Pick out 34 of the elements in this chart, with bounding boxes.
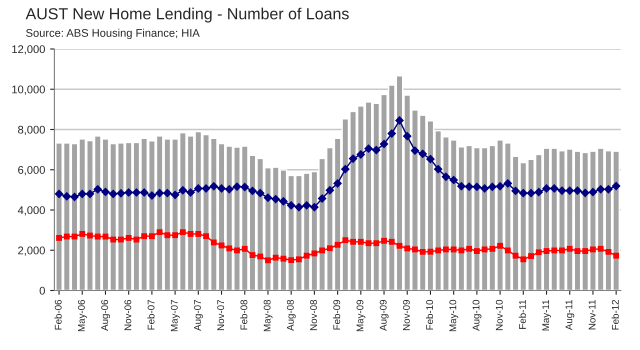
x-tick-label: May-06 xyxy=(78,300,87,332)
x-tick-label: Nov-11 xyxy=(588,300,596,330)
x-tick-label: Feb-11 xyxy=(518,300,526,329)
x-tick-label: Nov-09 xyxy=(402,300,410,330)
x-tick-label: Nov-08 xyxy=(310,300,317,330)
x-tick-label: Feb-08 xyxy=(240,300,248,330)
x-tick-label: Nov-07 xyxy=(217,300,224,330)
y-tick-label: 0 xyxy=(40,286,45,295)
y-tick-label: 6,000 xyxy=(18,166,45,176)
x-tick-label: Nov-06 xyxy=(124,300,132,330)
x-tick-label: Aug-11 xyxy=(566,300,574,330)
y-tick-label: 2,000 xyxy=(18,246,45,256)
chart-title: AUST New Home Lending - Number of Loans xyxy=(26,8,349,23)
x-tick-label: Feb-06 xyxy=(54,300,62,330)
x-tick-label: Feb-10 xyxy=(426,300,434,330)
x-tick-label: Aug-09 xyxy=(380,300,389,331)
x-tick-label: May-09 xyxy=(356,300,366,332)
x-tick-label: Aug-08 xyxy=(286,300,296,331)
x-tick-label: Feb-09 xyxy=(333,300,340,330)
x-tick-label: May-07 xyxy=(170,300,180,332)
x-tick-label: Nov-10 xyxy=(496,300,503,330)
x-tick-label: Feb-12 xyxy=(612,300,619,330)
chart-subtitle: Source: ABS Housing Finance; HIA xyxy=(26,28,200,40)
y-tick-label: 8,000 xyxy=(18,126,45,135)
x-tick-label: May-08 xyxy=(264,300,272,332)
x-tick-label: Aug-06 xyxy=(101,300,110,331)
y-tick-label: 10,000 xyxy=(12,86,45,95)
x-tick-label: May-11 xyxy=(542,300,552,330)
y-tick-label: 12,000 xyxy=(12,45,45,54)
x-tick-label: Aug-10 xyxy=(472,300,482,331)
x-tick-label: Feb-07 xyxy=(147,300,155,330)
x-tick-label: May-10 xyxy=(449,300,458,332)
y-tick-label: 4,000 xyxy=(18,206,45,216)
x-tick-label: Aug-07 xyxy=(194,300,203,331)
